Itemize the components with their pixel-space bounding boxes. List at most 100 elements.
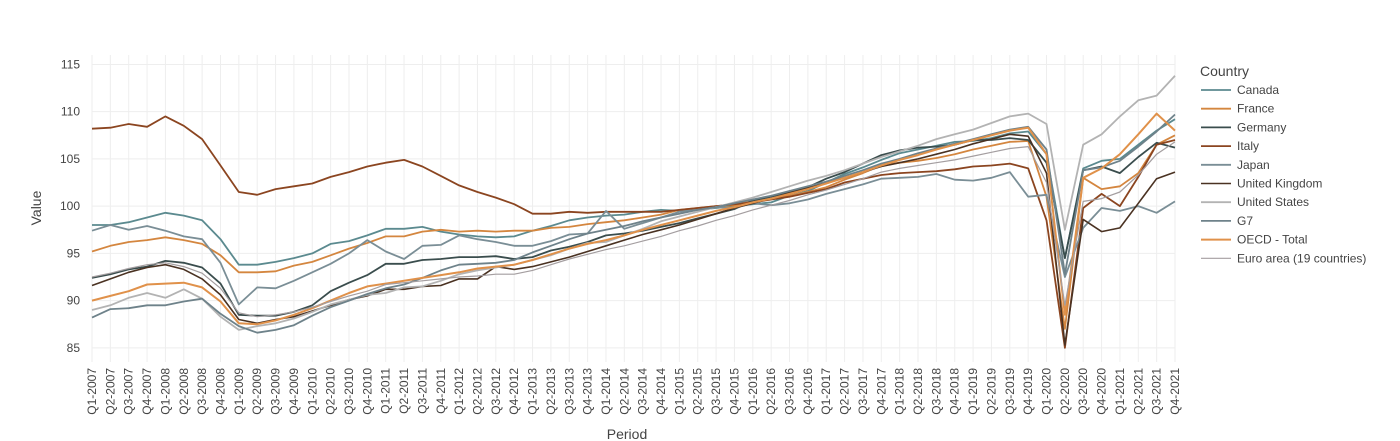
x-tick-label: Q4-2017 <box>874 368 888 415</box>
x-tick-label: Q4-2012 <box>507 368 521 415</box>
x-tick-label: Q4-2021 <box>1168 368 1182 415</box>
x-tick-label: Q1-2014 <box>599 368 613 415</box>
legend-label: United States <box>1237 195 1309 209</box>
legend-item[interactable]: Euro area (19 countries) <box>1201 251 1366 265</box>
y-tick-label: 115 <box>61 57 80 71</box>
x-tick-label: Q2-2016 <box>764 368 778 415</box>
x-tick-label: Q4-2015 <box>727 368 741 415</box>
x-tick-label: Q4-2016 <box>801 368 815 415</box>
x-axis-ticks: Q1-2007 Q2-2007 Q3-2007 Q4-2007 Q1-2008 Q2-20… <box>85 368 1182 415</box>
series-line-united-states <box>91 75 1176 331</box>
x-axis-title: Period <box>607 426 647 441</box>
series-line-japan <box>91 171 1176 306</box>
x-tick-label: Q2-2010 <box>324 368 338 415</box>
legend-title: Country <box>1200 63 1249 79</box>
x-tick-label: Q1-2011 <box>379 368 393 414</box>
y-axis-ticks: 85 90 95 100 105 110 115 <box>60 57 80 354</box>
x-tick-label: Q2-2013 <box>544 368 558 415</box>
x-tick-label: Q4-2020 <box>1095 368 1109 415</box>
x-tick-label: Q4-2013 <box>581 368 595 415</box>
x-tick-label: Q1-2017 <box>819 368 833 415</box>
x-tick-label: Q1-2021 <box>1113 368 1127 415</box>
x-tick-label: Q1-2015 <box>672 368 686 415</box>
legend-item[interactable]: France <box>1201 102 1275 116</box>
legend-label: Japan <box>1237 158 1270 172</box>
y-tick-label: 95 <box>67 246 81 260</box>
legend-item[interactable]: Germany <box>1201 120 1286 134</box>
legend[interactable]: Country Canada France Germany Italy Japan Uni… <box>1200 63 1366 265</box>
x-tick-label: Q1-2008 <box>158 368 172 415</box>
x-tick-label: Q2-2011 <box>397 368 411 414</box>
x-tick-label: Q4-2010 <box>360 368 374 415</box>
legend-label: United Kingdom <box>1237 177 1322 191</box>
x-tick-label: Q3-2013 <box>562 368 576 415</box>
x-tick-label: Q2-2017 <box>838 368 852 415</box>
x-tick-label: Q2-2015 <box>691 368 705 415</box>
x-tick-label: Q3-2020 <box>1076 368 1090 415</box>
x-tick-label: Q2-2018 <box>911 368 925 415</box>
x-tick-label: Q1-2016 <box>746 368 760 415</box>
x-tick-label: Q1-2020 <box>1040 368 1054 415</box>
x-tick-label: Q3-2014 <box>636 368 650 415</box>
x-tick-label: Q2-2019 <box>984 368 998 415</box>
x-tick-label: Q2-2007 <box>103 368 117 415</box>
series-line-canada <box>92 118 1176 266</box>
x-tick-label: Q3-2017 <box>856 368 870 415</box>
x-tick-label: Q2-2009 <box>250 368 264 415</box>
x-tick-label: Q2-2012 <box>470 368 484 415</box>
gridlines <box>91 55 1176 362</box>
series-line-united-kingdom <box>91 133 1176 346</box>
series-line-italy <box>91 115 1176 349</box>
x-tick-label: Q3-2019 <box>1003 368 1017 415</box>
x-tick-label: Q3-2015 <box>709 368 723 415</box>
x-tick-label: Q1-2019 <box>966 368 980 415</box>
x-tick-label: Q4-2007 <box>140 368 154 415</box>
x-tick-label: Q2-2014 <box>617 368 631 415</box>
legend-item[interactable]: United Kingdom <box>1201 177 1322 191</box>
x-tick-label: Q4-2011 <box>434 368 448 414</box>
x-tick-label: Q3-2010 <box>342 368 356 415</box>
x-tick-label: Q3-2008 <box>195 368 209 415</box>
legend-label: Italy <box>1237 139 1259 153</box>
series-line-g7 <box>91 113 1176 334</box>
x-tick-label: Q3-2007 <box>122 368 136 415</box>
x-tick-label: Q3-2012 <box>489 368 503 415</box>
x-tick-label: Q1-2018 <box>893 368 907 415</box>
legend-item[interactable]: United States <box>1201 195 1309 209</box>
x-tick-label: Q1-2013 <box>526 368 540 415</box>
x-tick-label: Q3-2016 <box>783 368 797 415</box>
x-tick-label: Q2-2008 <box>177 368 191 415</box>
x-tick-label: Q4-2019 <box>1021 368 1035 415</box>
x-tick-label: Q3-2011 <box>415 368 429 414</box>
x-tick-label: Q4-2008 <box>213 368 227 415</box>
x-tick-label: Q1-2012 <box>452 368 466 415</box>
x-tick-label: Q3-2009 <box>269 368 283 415</box>
x-tick-label: Q2-2021 <box>1131 368 1145 415</box>
x-tick-label: Q4-2009 <box>287 368 301 415</box>
y-tick-label: 100 <box>60 199 80 213</box>
legend-item[interactable]: Italy <box>1201 139 1259 153</box>
series-lines <box>91 75 1176 349</box>
series-line-oecd-total <box>91 112 1176 326</box>
legend-label: Germany <box>1237 120 1286 134</box>
legend-item[interactable]: Japan <box>1201 158 1270 172</box>
y-tick-label: 110 <box>61 105 80 119</box>
legend-label: Canada <box>1237 83 1279 97</box>
x-tick-label: Q3-2021 <box>1150 368 1164 415</box>
y-tick-label: 90 <box>67 294 81 308</box>
series-line-france <box>91 134 1176 330</box>
legend-item[interactable]: G7 <box>1201 214 1253 228</box>
series-line-euro-area-19-countries <box>91 141 1176 318</box>
x-tick-label: Q3-2018 <box>929 368 943 415</box>
legend-label: OECD - Total <box>1237 233 1307 247</box>
y-tick-label: 105 <box>60 152 80 166</box>
x-tick-label: Q4-2014 <box>654 368 668 415</box>
legend-item[interactable]: OECD - Total <box>1201 233 1307 247</box>
y-axis-title: Value <box>28 190 44 225</box>
legend-item[interactable]: Canada <box>1201 83 1279 97</box>
legend-label: G7 <box>1237 214 1253 228</box>
x-tick-label: Q4-2018 <box>948 368 962 415</box>
x-tick-label: Q1-2007 <box>85 368 99 415</box>
legend-label: Euro area (19 countries) <box>1237 251 1366 265</box>
